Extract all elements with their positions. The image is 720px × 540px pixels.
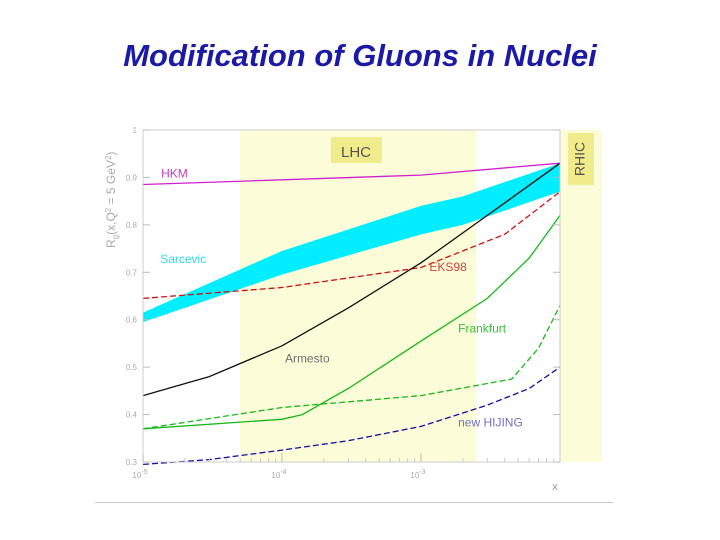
series-frankfurt — [142, 215, 561, 430]
x-tick-label: 10-4 — [271, 469, 286, 480]
series-new-hijing — [142, 366, 561, 466]
y-tick-label: 0.4 — [126, 411, 138, 420]
series-labels-layer: Sarcevic HKM EKS98 Armesto Frankfurt new HIJI… — [160, 166, 523, 429]
y-tick-label: 0.6 — [126, 316, 138, 325]
label-hkm: HKM — [161, 166, 188, 180]
series-eks98 — [142, 191, 561, 300]
label-frankfurt: Frankfurt — [458, 322, 507, 336]
y-tick-label: 1 — [133, 126, 138, 135]
y-tick-label: 0.9 — [126, 173, 138, 182]
region-lhc-label: LHC — [341, 144, 371, 161]
y-tick-label: 0.7 — [126, 268, 138, 277]
label-eks98: EKS98 — [429, 260, 467, 274]
x-axis-label: x — [552, 481, 558, 493]
x-tick-label: 10-3 — [410, 469, 425, 480]
y-tick-label: 0.5 — [126, 363, 138, 372]
y-axis-label: Rg(x,Q2 = 5 GeV2) — [104, 152, 120, 248]
region-lhc — [240, 130, 477, 462]
label-sarcevic: Sarcevic — [160, 252, 206, 266]
label-new-hijing: new HIJING — [458, 415, 523, 429]
region-rhic-label: RHIC — [572, 142, 588, 176]
band-sarcevic — [143, 163, 560, 323]
slide-title: Modification of Gluons in Nuclei — [123, 38, 597, 73]
series-layer — [142, 162, 561, 466]
series-hkm — [142, 162, 561, 186]
label-armesto: Armesto — [285, 351, 330, 365]
kinematic-regions: LHC RHIC — [240, 130, 602, 462]
region-lhc-label-box — [331, 137, 382, 163]
plot-frame — [142, 129, 561, 463]
y-tick-label: 0.8 — [126, 221, 138, 230]
region-rhic — [560, 130, 602, 462]
sarcevic-band-layer — [143, 163, 560, 323]
y-tick-label: 0.3 — [126, 458, 138, 467]
series-armesto — [142, 162, 561, 397]
series-frankfurt-dashed — [142, 305, 561, 430]
region-rhic-label-box — [568, 133, 594, 185]
axes-layer: 0.3 0.4 0.5 0.6 0.7 0.8 0.9 1 10-5 10-4 10-3 x Rg(x,… — [104, 126, 561, 493]
x-tick-label: 10-5 — [132, 469, 147, 480]
footer-divider — [95, 502, 613, 503]
